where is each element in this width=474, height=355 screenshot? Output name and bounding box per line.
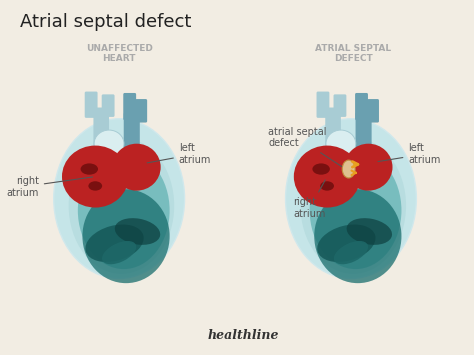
Ellipse shape: [78, 152, 170, 269]
Text: UNAFFECTED
HEART: UNAFFECTED HEART: [86, 44, 153, 63]
Ellipse shape: [294, 146, 360, 208]
Ellipse shape: [342, 160, 355, 178]
Ellipse shape: [326, 130, 356, 157]
Ellipse shape: [62, 146, 128, 208]
Ellipse shape: [88, 181, 102, 191]
FancyBboxPatch shape: [93, 108, 109, 151]
Text: right
atrium: right atrium: [7, 176, 92, 198]
Ellipse shape: [94, 130, 124, 157]
FancyBboxPatch shape: [367, 99, 379, 122]
FancyBboxPatch shape: [135, 99, 147, 122]
Text: atrial septal
defect: atrial septal defect: [268, 127, 342, 166]
Ellipse shape: [344, 144, 392, 191]
Ellipse shape: [310, 152, 401, 269]
Ellipse shape: [102, 241, 136, 264]
Ellipse shape: [346, 218, 392, 245]
Text: right
atrium: right atrium: [293, 180, 326, 219]
Ellipse shape: [320, 181, 334, 191]
Ellipse shape: [81, 163, 98, 175]
Ellipse shape: [54, 119, 184, 278]
FancyBboxPatch shape: [334, 94, 346, 117]
FancyBboxPatch shape: [124, 112, 140, 154]
FancyBboxPatch shape: [355, 93, 368, 120]
Text: left
atrium: left atrium: [147, 143, 211, 165]
Ellipse shape: [115, 218, 160, 245]
FancyBboxPatch shape: [317, 92, 329, 118]
Text: Atrial septal defect: Atrial septal defect: [20, 13, 192, 31]
Ellipse shape: [317, 224, 375, 262]
Text: ATRIAL SEPTAL
DEFECT: ATRIAL SEPTAL DEFECT: [315, 44, 392, 63]
Ellipse shape: [85, 224, 144, 262]
FancyBboxPatch shape: [356, 112, 372, 154]
Ellipse shape: [314, 189, 401, 283]
Text: healthline: healthline: [207, 329, 279, 342]
Text: left
atrium: left atrium: [378, 143, 441, 165]
FancyBboxPatch shape: [123, 93, 136, 120]
Ellipse shape: [69, 138, 174, 274]
FancyBboxPatch shape: [325, 108, 341, 151]
Ellipse shape: [312, 163, 330, 175]
Ellipse shape: [285, 119, 416, 278]
FancyBboxPatch shape: [85, 92, 98, 118]
Ellipse shape: [334, 241, 368, 264]
Ellipse shape: [112, 144, 161, 191]
FancyBboxPatch shape: [102, 94, 115, 117]
Ellipse shape: [301, 138, 406, 274]
Ellipse shape: [82, 189, 170, 283]
